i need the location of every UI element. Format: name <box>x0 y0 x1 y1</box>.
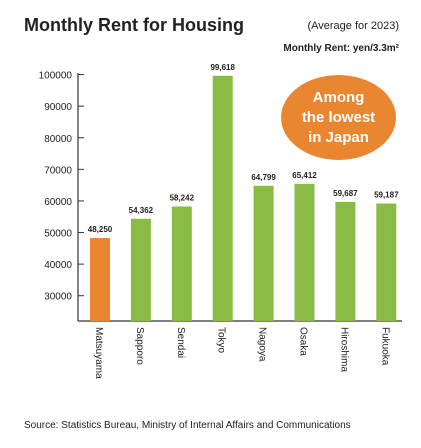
lowest-badge: Among the lowest in Japan <box>281 75 396 160</box>
bar-value-label: 65,412 <box>292 171 317 180</box>
y-tick-label: 80000 <box>44 134 72 145</box>
y-tick-label: 60000 <box>44 197 72 208</box>
bar-fukuoka <box>376 203 397 321</box>
chart-subtitle: (Average for 2023) <box>307 20 399 32</box>
bar-value-label: 64,799 <box>251 173 276 182</box>
bar-tokyo <box>212 75 233 322</box>
x-tick-label: Sapporo <box>134 327 145 365</box>
badge-text: Among the lowest in Japan <box>301 88 376 146</box>
bar-matsuyama <box>90 238 110 321</box>
x-tick-label: Sendai <box>175 327 186 358</box>
unit-label: Monthly Rent: yen/3.3m² <box>283 43 399 54</box>
x-tick-label: Hiroshima <box>338 327 349 372</box>
y-tick-label: 50000 <box>44 229 72 240</box>
x-tick-label: Osaka <box>298 327 309 356</box>
x-tick-label: Matsuyama <box>93 327 104 379</box>
bar-value-label: 58,242 <box>170 194 195 203</box>
y-tick-label: 40000 <box>44 260 72 271</box>
bar-osaka <box>294 183 315 321</box>
bar-value-label: 48,250 <box>88 225 113 234</box>
x-tick-label: Tokyo <box>216 327 227 354</box>
y-tick-label: 30000 <box>44 292 72 303</box>
bar-nagoya <box>253 185 274 321</box>
chart-title: Monthly Rent for Housing <box>24 15 244 35</box>
bar-chart: 30000 40000 50000 60000 70000 80000 90000 10000… <box>39 63 402 379</box>
bar-sendai <box>171 206 192 321</box>
source-note: Source: Statistics Bureau, Ministry of I… <box>24 420 351 431</box>
bar-value-label: 54,362 <box>129 206 154 215</box>
bar-hiroshima <box>335 201 356 321</box>
bar-sapporo <box>130 218 151 321</box>
y-tick-label: 100000 <box>39 71 73 82</box>
y-tick-label: 70000 <box>44 165 72 176</box>
bar-value-label: 59,187 <box>374 191 399 200</box>
x-tick-label: Nagoya <box>257 327 268 362</box>
y-tick-label: 90000 <box>44 102 72 113</box>
x-tick-label: Fukuoka <box>379 327 390 366</box>
bar-value-label: 99,618 <box>210 63 235 72</box>
bar-value-label: 59,687 <box>333 189 358 198</box>
